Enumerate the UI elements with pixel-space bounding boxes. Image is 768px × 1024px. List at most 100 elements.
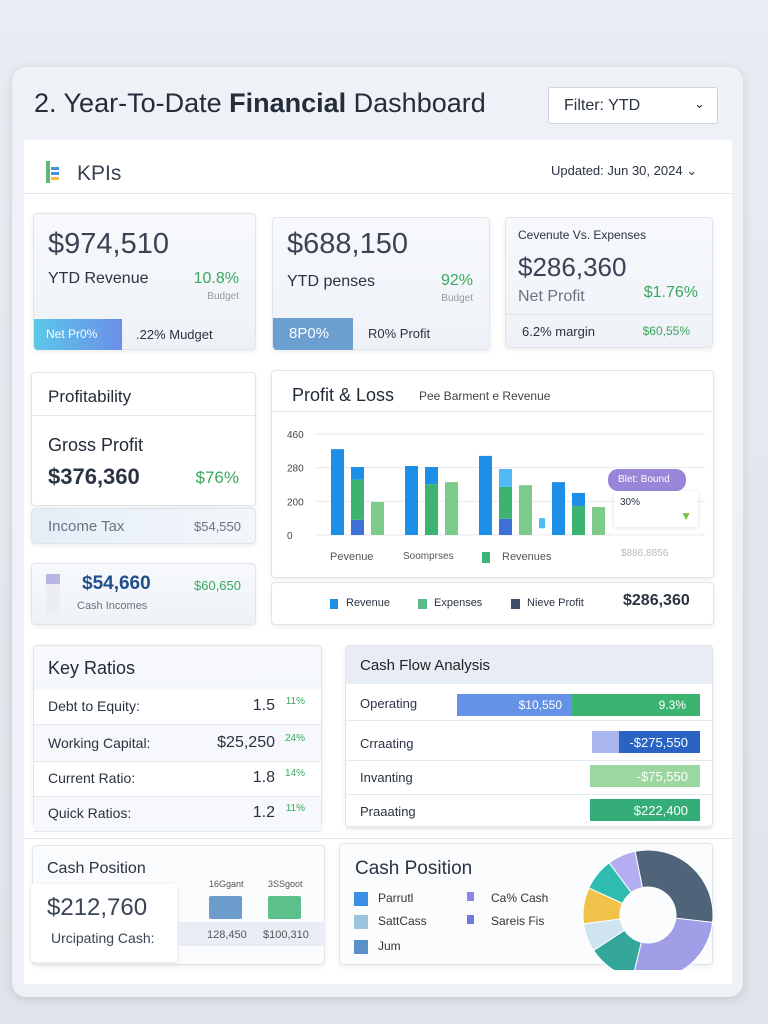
kpi-chart-icon: [46, 161, 59, 183]
cashflow-row: Invanting -$75,550: [346, 762, 712, 795]
kpi-footer-pill: Net Pr0%: [34, 319, 122, 350]
column-header: 3SSgoot: [268, 879, 303, 889]
ratio-change: 14%: [284, 768, 305, 779]
bar-segment: [552, 482, 565, 535]
legend-revenue: Revenue: [346, 597, 391, 609]
tooltip-box: 30% ▼: [614, 491, 698, 527]
triangle-down-icon: ▼: [680, 509, 692, 523]
pie-slice: [634, 850, 714, 923]
mini-bar: [46, 574, 60, 614]
bar-segment: [351, 519, 364, 535]
profitability-card: Profitability Gross Profit $376,360 $76%: [31, 372, 256, 506]
kpi-footer-left: 6.2% margin: [522, 324, 595, 339]
cash-pie-chart: [582, 850, 714, 970]
cash-incomes-card: $54,660 Cash Incomes $60,650: [31, 563, 256, 625]
section-title: Key Ratios: [48, 658, 136, 678]
cash-flow-card: Cash Flow Analysis Operating $10,550 9.3% C…: [345, 645, 713, 829]
chevron-down-icon: ⌄: [694, 96, 705, 111]
values-row: [177, 922, 325, 946]
kpi-value: $974,510: [48, 228, 169, 260]
key-ratios-card: Key Ratios Debt to Equity: 1.5 11% Working …: [33, 645, 322, 832]
bar-segment: [519, 485, 532, 535]
gross-profit-value: $376,360: [48, 464, 140, 489]
y-tick-label: 200: [287, 497, 304, 508]
pie-legend-label: Jum: [378, 939, 401, 953]
bar-segment: [499, 518, 512, 535]
divider: [506, 314, 712, 315]
column-value: $100,310: [263, 929, 309, 941]
divider: [24, 193, 732, 194]
column-value: 128,450: [207, 929, 247, 941]
kpi-value: $286,360: [518, 252, 627, 282]
cashflow-row: Operating $10,550 9.3%: [346, 688, 712, 721]
ratio-change: 24%: [284, 733, 305, 744]
mini-bar: [268, 896, 301, 919]
bar-segment: [499, 469, 512, 487]
ratio-label: Current Ratio:: [48, 770, 136, 786]
legend-swatch: [511, 599, 520, 609]
income-tax-value: $54,550: [194, 519, 241, 534]
legend-swatch: [354, 940, 368, 954]
tooltip-value: 30%: [620, 497, 641, 508]
bar-segment: [572, 492, 585, 507]
ratio-value: 1.2: [252, 804, 275, 821]
kpi-title: KPIs: [77, 162, 122, 185]
ratio-change: 11%: [285, 696, 305, 707]
cashflow-extra: 9.3%: [658, 698, 686, 712]
ratio-row: Quick Ratios: 1.2 11%: [34, 797, 321, 832]
bar-segment: [479, 455, 492, 535]
cash-incomes-value: $54,660: [82, 573, 151, 594]
kpi-label: YTD Revenue: [48, 270, 149, 287]
pie-legend-label: Parrutl: [378, 891, 414, 905]
gross-profit-pct: $76%: [195, 468, 239, 487]
card-header: [346, 646, 712, 684]
cashflow-value: $222,400: [633, 803, 688, 818]
bar-segment: [331, 449, 344, 535]
updated-dropdown[interactable]: Updated: Jun 30, 2024 ⌄: [551, 163, 698, 178]
divider: [24, 838, 732, 839]
bar-segment: [499, 486, 512, 519]
mini-bar: [209, 896, 242, 919]
y-tick-label: 460: [287, 430, 304, 441]
tooltip-pill: Blet: Bound: [608, 469, 686, 491]
ratio-label: Working Capital:: [48, 735, 151, 751]
pie-slice: [634, 917, 714, 970]
cash-incomes-right: $60,650: [194, 578, 241, 593]
income-tax-row: Income Tax $54,550: [31, 508, 256, 544]
inline-legend-revenues: Revenues: [502, 551, 552, 563]
cashflow-row: Praaating $222,400: [346, 796, 712, 829]
bar-segment: [572, 506, 585, 535]
cash-value-box: [31, 884, 177, 962]
cashflow-label: Invanting: [360, 770, 413, 785]
ratio-label: Quick Ratios:: [48, 805, 132, 821]
bar-segment: [425, 466, 438, 485]
filter-dropdown[interactable]: Filter: YTD ⌄: [548, 87, 718, 124]
cashflow-label: Praaating: [360, 804, 416, 819]
kpi-change: 92%: [440, 272, 473, 289]
kpi-footer-right: $60,55%: [642, 324, 690, 338]
y-tick-label: 280: [287, 464, 304, 475]
legend-swatch: [467, 892, 474, 901]
ratio-value: 1.5: [252, 697, 275, 714]
bar-segment: [539, 518, 545, 529]
legend-swatch: [467, 915, 474, 924]
cashflow-row: Crraating -$275,550: [346, 728, 712, 761]
bar-segment: [351, 466, 364, 480]
ratio-label: Debt to Equity:: [48, 698, 140, 714]
cashflow-label: Operating: [360, 696, 418, 711]
inline-legend-revenue: Pevenue: [330, 551, 374, 563]
ratio-value: 1.8: [252, 769, 275, 786]
kpi-sub: Budget: [441, 293, 473, 304]
ratio-change: 11%: [285, 803, 305, 814]
kpi-label: Net Profit: [518, 288, 585, 305]
kpi-change: 10.8%: [193, 270, 239, 287]
ratio-row: Working Capital: $25,250 24%: [34, 727, 321, 762]
legend-swatch: [354, 915, 368, 929]
cashflow-value: -$75,550: [636, 769, 688, 784]
kpi-label: YTD penses: [287, 273, 376, 290]
pie-legend-label: Sareis Fis: [491, 914, 545, 928]
cash-value: $212,760: [47, 894, 148, 921]
section-title: Profit & Loss: [292, 385, 395, 405]
kpi-caption: Cevenute Vs. Expenses: [518, 228, 647, 242]
section-title: Profitability: [48, 387, 132, 406]
